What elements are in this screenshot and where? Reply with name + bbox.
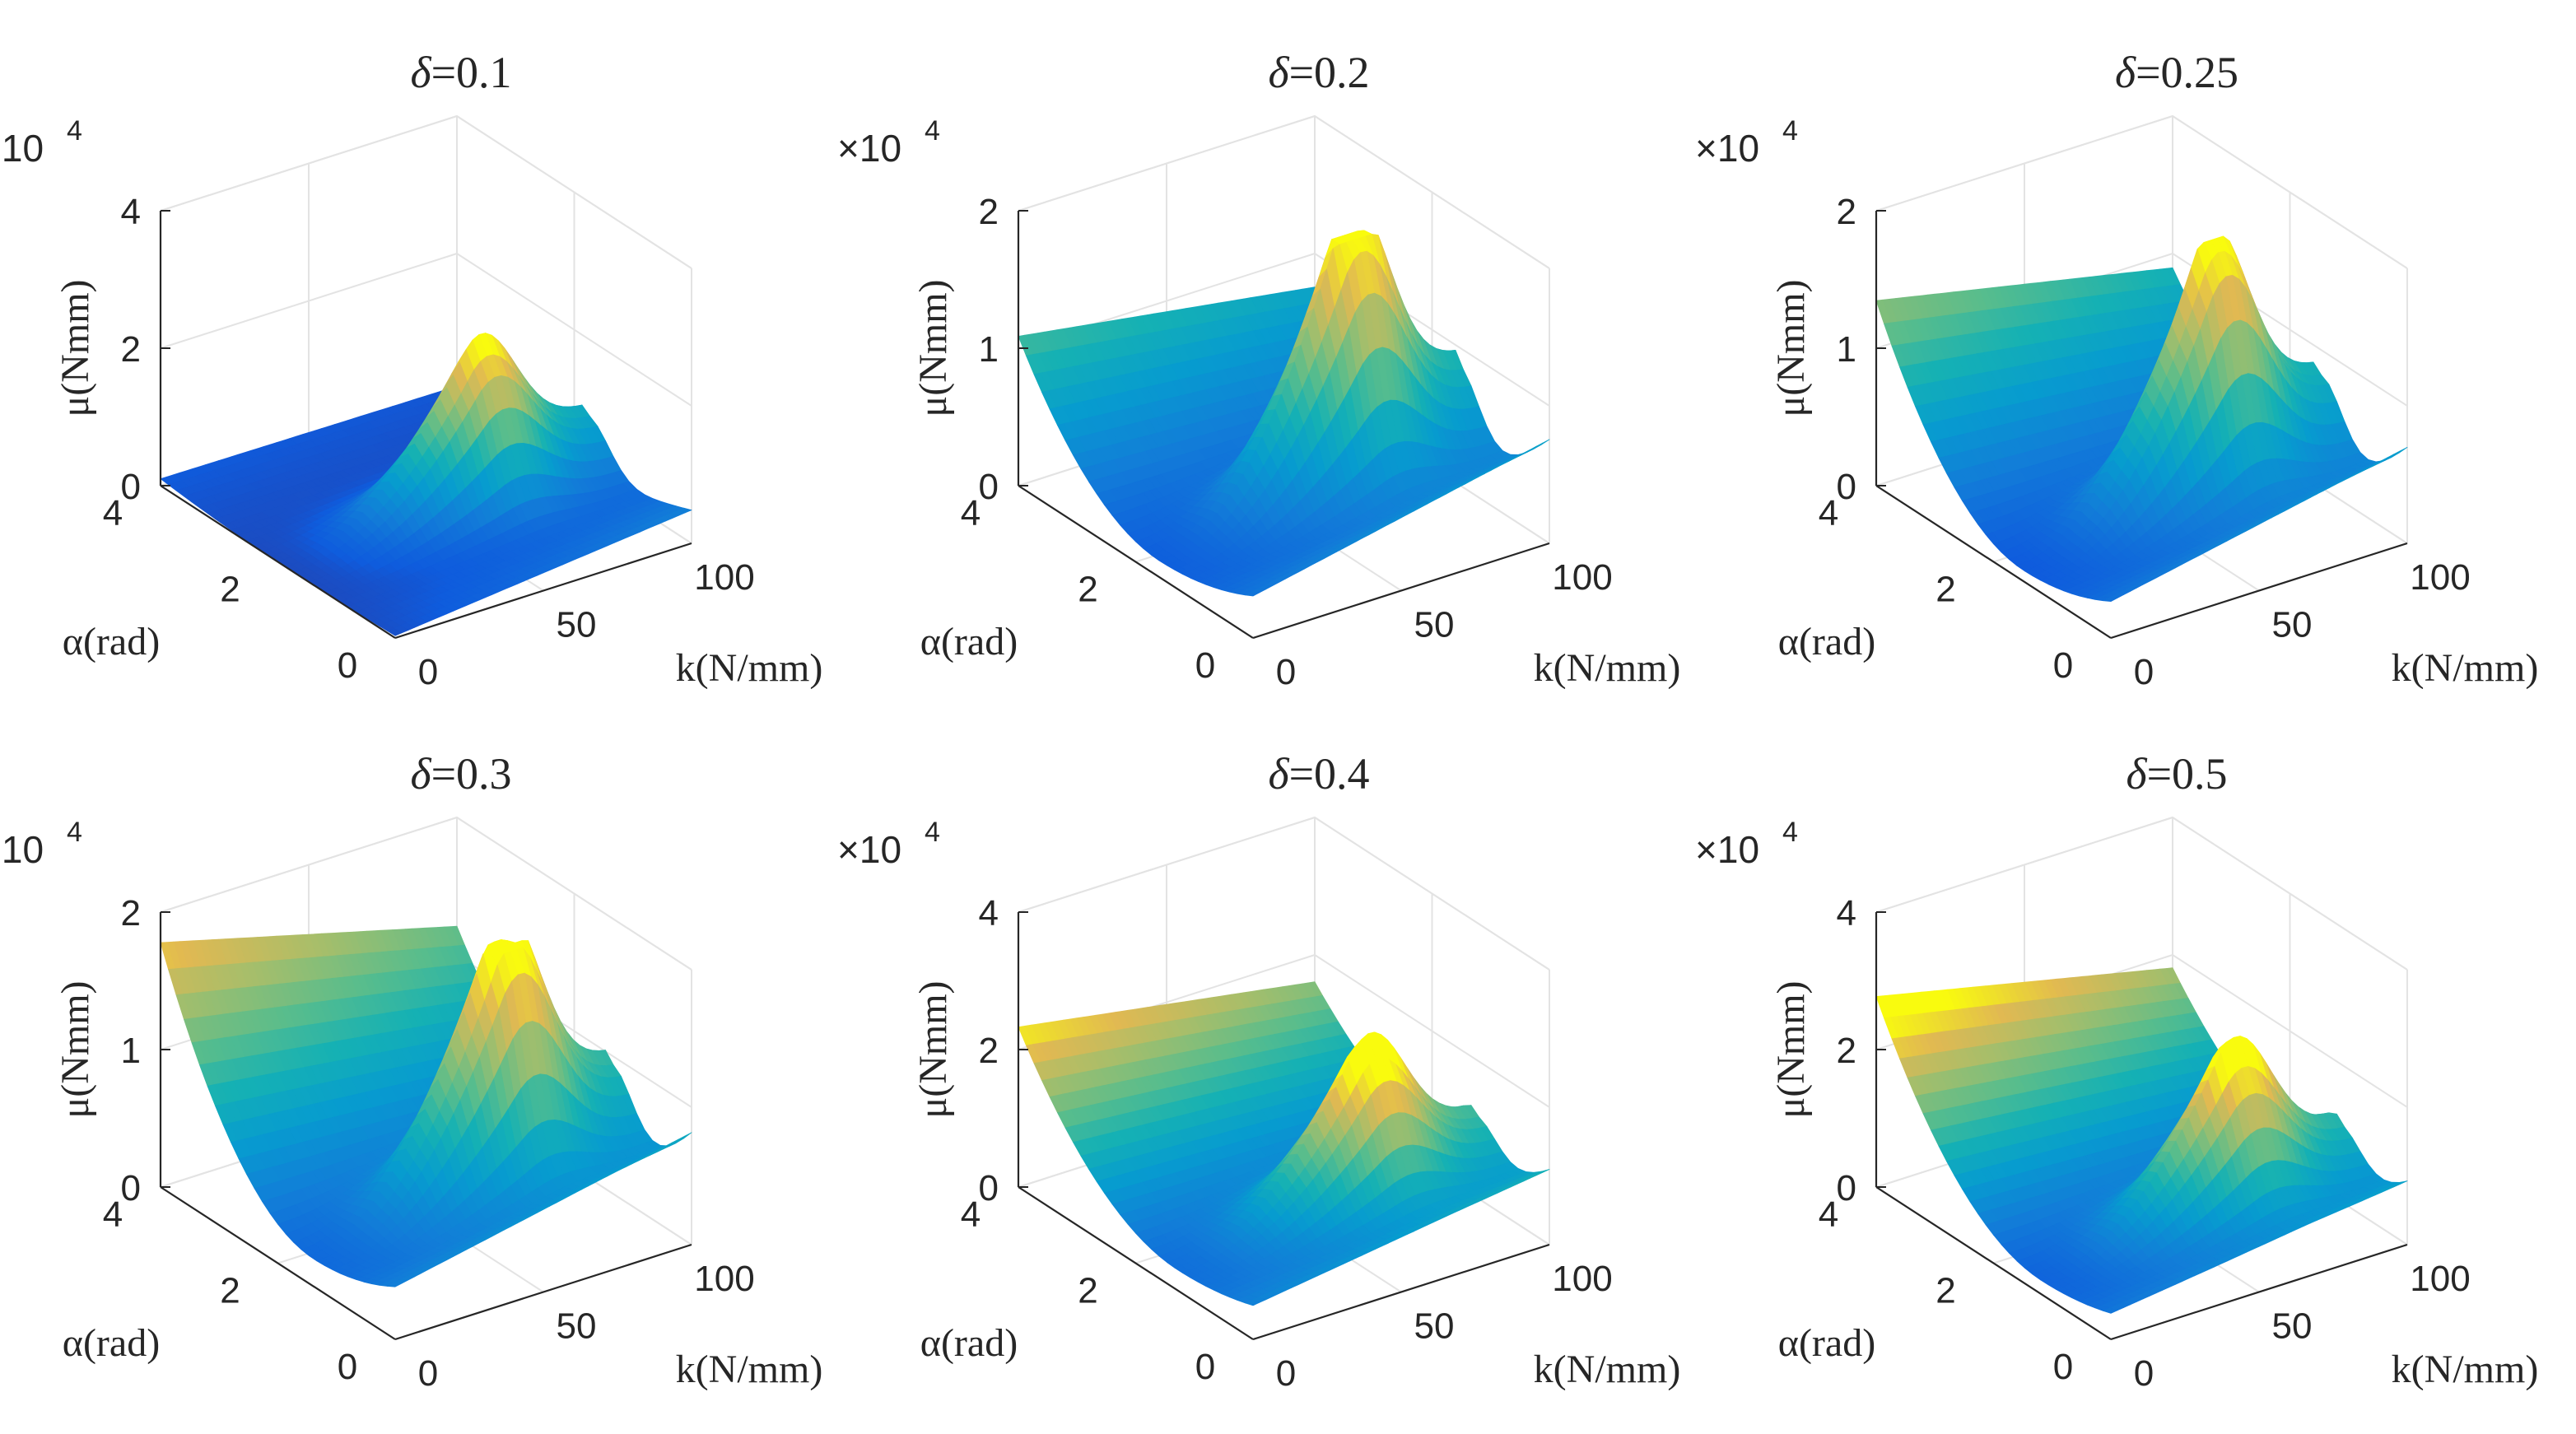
- k-tick-label: 0: [2134, 652, 2154, 692]
- z-multiplier: ×10: [837, 127, 901, 170]
- box-top-edge: [1018, 114, 1550, 269]
- z-multiplier-exp: 4: [67, 115, 82, 147]
- panel-title: δ=0.2: [1268, 48, 1369, 97]
- z-tick-label: 2: [979, 192, 999, 232]
- k-axis-label: k(N/mm): [676, 646, 823, 690]
- k-tick-label: 100: [694, 557, 754, 598]
- k-tick-label: 100: [2410, 557, 2470, 598]
- gridline-z: [1875, 114, 2408, 269]
- gridline-z: [160, 114, 692, 269]
- z-multiplier-exp: 4: [925, 115, 940, 147]
- alpha-tick-label: 4: [1819, 493, 1838, 533]
- k-tick-label: 50: [1414, 605, 1455, 645]
- alpha-tick-label: 2: [1935, 570, 1955, 610]
- title-value: =0.1: [431, 48, 512, 97]
- z-axis-label: μ(Nmm): [911, 279, 955, 417]
- k-axis-label: k(N/mm): [1534, 646, 1681, 690]
- title-value: =0.2: [1289, 48, 1370, 97]
- z-tick-label: 1: [979, 329, 999, 370]
- k-tick-label: 0: [1276, 652, 1296, 692]
- title-symbol: δ: [1268, 48, 1289, 97]
- alpha-axis-label: α(rad): [1778, 620, 1875, 663]
- z-axis-label: μ(Nmm): [1769, 279, 1813, 417]
- k-tick-label: 0: [418, 652, 438, 692]
- surface: [160, 925, 692, 1287]
- box-back-edges: [1875, 114, 2408, 269]
- box-top-edge: [160, 114, 692, 269]
- alpha-axis-label: α(rad): [63, 620, 160, 663]
- k-tick-label: 50: [557, 605, 597, 645]
- panel-title: δ=0.25: [2115, 48, 2238, 97]
- alpha-tick-label: 4: [103, 493, 123, 533]
- gridline-z: [160, 252, 692, 407]
- z-multiplier: ×10: [1695, 127, 1759, 170]
- k-axis-label: k(N/mm): [2392, 646, 2539, 690]
- z-tick-label: 0: [121, 467, 141, 507]
- surface: [160, 333, 692, 636]
- surface: [1875, 235, 2408, 602]
- z-tick-label: 4: [121, 192, 141, 232]
- z-tick-label: 2: [1837, 192, 1856, 232]
- z-multiplier-exp: 4: [1782, 115, 1798, 147]
- box-top-edge: [1875, 114, 2408, 269]
- z-multiplier: ×10: [0, 127, 44, 170]
- alpha-tick-label: 4: [961, 493, 981, 533]
- box-back-edges: [1018, 114, 1550, 269]
- alpha-tick-label: 0: [338, 645, 357, 686]
- box-back-edges: [160, 114, 692, 269]
- z-tick-label: 0: [979, 467, 999, 507]
- alpha-tick-label: 2: [1078, 570, 1097, 610]
- alpha-tick-label: 0: [2053, 645, 2073, 686]
- z-tick-label: 1: [1837, 329, 1856, 370]
- title-symbol: δ: [2115, 48, 2136, 97]
- z-tick-label: 0: [1837, 467, 1856, 507]
- title-value: =0.25: [2136, 48, 2238, 97]
- z-tick-label: 2: [121, 329, 141, 370]
- title-symbol: δ: [410, 48, 431, 97]
- z-axis-label: μ(Nmm): [54, 279, 97, 417]
- gridline-z: [1018, 114, 1550, 269]
- k-tick-label: 50: [2272, 605, 2313, 645]
- surface: [1018, 230, 1550, 597]
- panel-title: δ=0.1: [410, 48, 511, 97]
- alpha-axis-label: α(rad): [920, 620, 1018, 663]
- alpha-tick-label: 2: [220, 570, 240, 610]
- k-tick-label: 100: [1552, 557, 1612, 598]
- alpha-tick-label: 0: [1195, 645, 1215, 686]
